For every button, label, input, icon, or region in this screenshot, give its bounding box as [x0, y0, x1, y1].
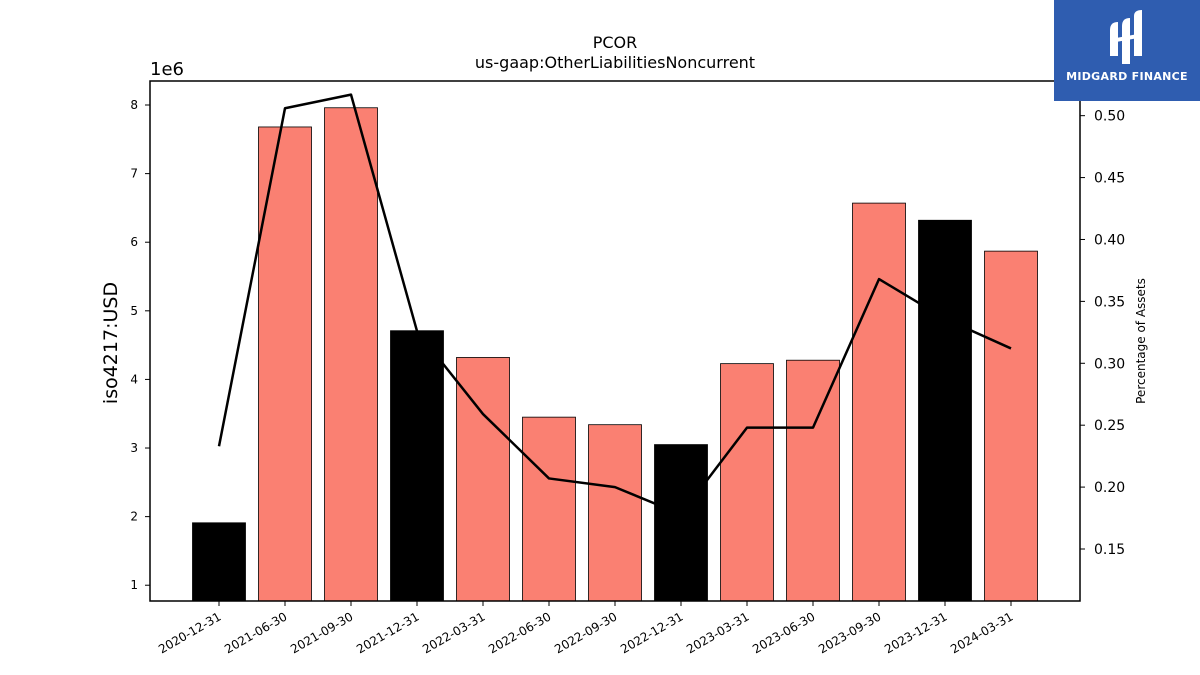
y2-tick-label: 0.30	[1094, 356, 1125, 372]
x-tick-label: 2021-09-30	[288, 609, 355, 656]
bar-2022-03-31	[456, 357, 510, 602]
bar-2022-06-30	[522, 416, 576, 602]
bar-2021-06-30	[258, 126, 312, 602]
y-tick-label: 3	[130, 441, 138, 455]
y2-axis-label: Percentage of Assets	[1134, 278, 1148, 404]
x-tick-label: 2023-09-30	[816, 609, 883, 656]
bar-2022-09-30	[588, 424, 642, 602]
x-tick-label: 2022-03-31	[420, 609, 487, 656]
x-tick-label: 2021-06-30	[222, 609, 289, 656]
y-tick-label: 1	[130, 578, 138, 592]
y-tick-label: 7	[130, 167, 138, 181]
series-line-percentage-of-assets	[217, 93, 1012, 516]
logo-text: MIDGARD FINANCE	[1066, 70, 1188, 83]
bar-2023-12-31	[918, 219, 972, 602]
y-tick-label: 6	[130, 235, 138, 249]
y-axis-label: iso4217:USD	[100, 282, 122, 404]
x-tick-label: 2023-03-31	[684, 609, 751, 656]
y2-tick-label: 0.25	[1094, 418, 1125, 434]
x-tick-label: 2022-09-30	[552, 609, 619, 656]
midgard-logo-icon	[1110, 10, 1142, 64]
bar-2021-12-31	[390, 330, 444, 602]
bar-2021-09-30	[324, 107, 378, 602]
midgard-finance-logo: MIDGARD FINANCE	[1054, 0, 1200, 101]
y2-tick-label: 0.15	[1094, 542, 1125, 558]
bar-2024-03-31	[984, 250, 1038, 602]
y2-tick-label: 0.50	[1094, 109, 1125, 125]
x-tick-label: 2023-06-30	[750, 609, 817, 656]
y-offset-label: 1e6	[150, 59, 184, 80]
x-tick-label: 2020-12-31	[156, 609, 223, 656]
bar-2022-12-31	[654, 444, 708, 602]
x-tick-label: 2021-12-31	[354, 609, 421, 656]
y2-tick-label: 0.35	[1094, 294, 1125, 310]
x-tick-label: 2022-12-31	[618, 609, 685, 656]
y2-tick-label: 0.40	[1094, 232, 1125, 248]
chart-title: PCOR	[593, 33, 638, 52]
x-tick-label: 2024-03-31	[948, 609, 1015, 656]
x-tick-label: 2022-06-30	[486, 609, 553, 656]
y-tick-label: 8	[130, 98, 138, 112]
bar-2023-06-30	[786, 359, 840, 602]
bar-2020-12-31	[192, 522, 246, 602]
bar-2023-09-30	[852, 202, 906, 602]
bar-2023-03-31	[720, 363, 774, 602]
y-tick-label: 2	[130, 510, 138, 524]
y2-tick-label: 0.45	[1094, 171, 1125, 187]
chart-subtitle: us-gaap:OtherLiabilitiesNoncurrent	[475, 53, 755, 72]
y-tick-label: 4	[130, 372, 138, 386]
x-tick-label: 2023-12-31	[882, 609, 949, 656]
y-tick-label: 5	[130, 304, 138, 318]
y2-tick-label: 0.20	[1094, 480, 1125, 496]
